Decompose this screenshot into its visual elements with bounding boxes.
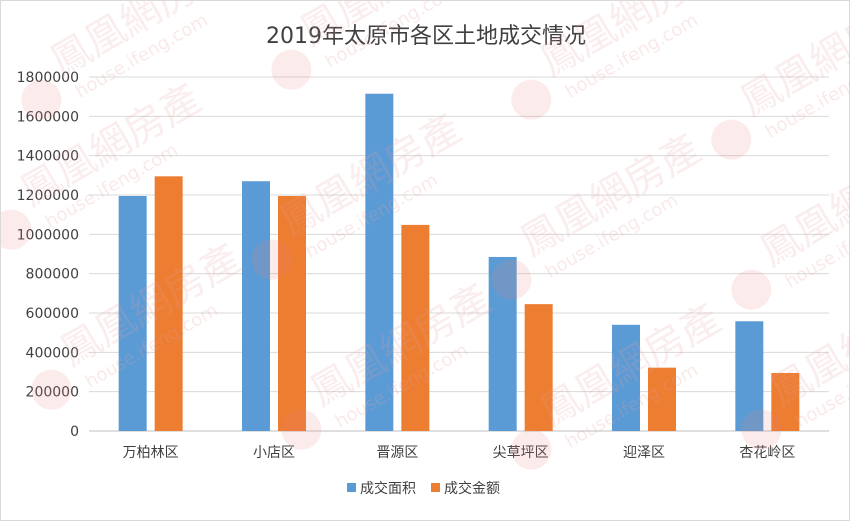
bar-area — [365, 93, 394, 431]
bar-area — [118, 195, 147, 431]
y-tick-label: 600000 — [26, 306, 79, 322]
x-tick-label: 小店区 — [253, 445, 295, 461]
x-tick-label: 迎泽区 — [623, 445, 665, 461]
bar-amount — [524, 304, 553, 431]
bar-area — [242, 181, 270, 431]
bar-amount — [154, 176, 183, 431]
x-tick-label: 尖草坪区 — [493, 445, 549, 461]
bar-amount — [278, 195, 306, 431]
legend-label: 成交金额 — [444, 480, 500, 497]
bars — [118, 93, 800, 431]
bar-amount — [648, 367, 676, 431]
y-tick-label: 0 — [70, 424, 79, 440]
y-tick-label: 1600000 — [17, 109, 79, 125]
y-tick-label: 1800000 — [17, 70, 79, 86]
bar-area — [612, 324, 640, 431]
bar-area — [488, 256, 517, 431]
axes: 0 200000 400000 600000 800000 1000000 1200000 1… — [17, 70, 796, 461]
bar-amount — [771, 372, 800, 431]
svg-text:鳳凰網房產: 鳳凰網房產 — [43, 1, 239, 86]
legend: 成交面积 成交金额 — [347, 480, 500, 497]
x-tick-label: 万柏林区 — [123, 445, 179, 461]
legend-swatch — [431, 483, 440, 492]
svg-text:鳳凰網房產: 鳳凰網房產 — [533, 1, 729, 86]
y-tick-label: 1400000 — [17, 149, 79, 165]
chart-title: 2019年太原市各区土地成交情况 — [266, 24, 586, 49]
y-tick-label: 1200000 — [17, 188, 79, 204]
legend-swatch — [347, 483, 356, 492]
y-tick-label: 1000000 — [17, 227, 79, 243]
gridlines — [89, 76, 829, 432]
bar-amount — [401, 224, 430, 431]
x-tick-label: 杏花岭区 — [739, 445, 795, 461]
legend-label: 成交面积 — [360, 480, 416, 497]
y-tick-label: 800000 — [26, 267, 79, 283]
y-tick-label: 200000 — [26, 385, 79, 401]
bar-area — [735, 321, 764, 431]
x-tick-label: 晋源区 — [376, 445, 418, 461]
y-tick-label: 400000 — [26, 345, 79, 361]
